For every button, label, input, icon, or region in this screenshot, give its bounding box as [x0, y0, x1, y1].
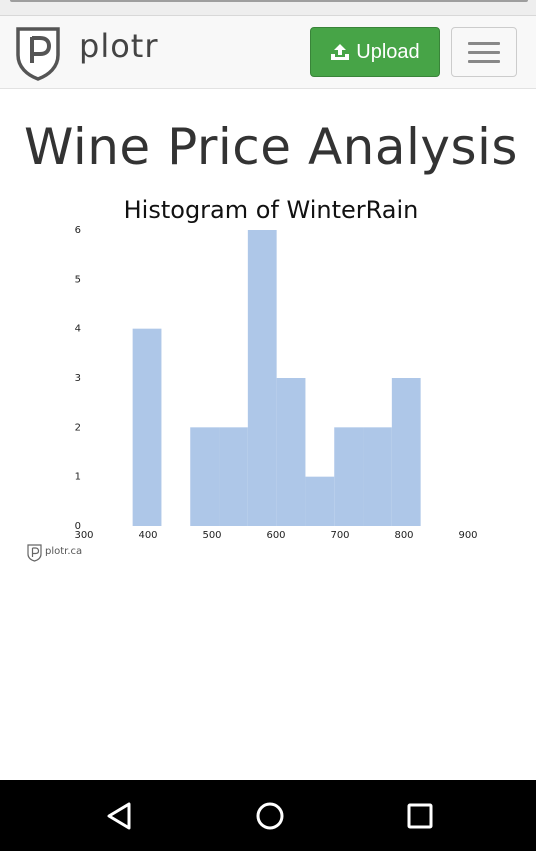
- histogram-bar-9: [391, 378, 421, 526]
- x-tick-label: 300: [74, 530, 93, 541]
- brand-link[interactable]: plotr: [15, 25, 158, 81]
- recents-square-icon[interactable]: [404, 800, 436, 832]
- menu-toggle-button[interactable]: [451, 27, 517, 77]
- upload-icon: [330, 43, 350, 61]
- upload-button-label: Upload: [356, 40, 420, 63]
- upload-button[interactable]: Upload: [310, 27, 440, 77]
- y-axis-ticks: 0 1 2 3 4 5 6: [75, 225, 81, 532]
- brand-name: plotr: [79, 27, 159, 65]
- hamburger-menu-icon: [468, 42, 500, 45]
- histogram-bar-3: [219, 427, 248, 526]
- plotr-watermark: plotr.ca: [27, 544, 82, 562]
- histogram-bar-5: [276, 378, 306, 526]
- hamburger-menu-icon: [468, 60, 500, 63]
- x-tick-label: 500: [202, 530, 221, 541]
- x-tick-label: 900: [458, 530, 477, 541]
- home-circle-icon[interactable]: [254, 800, 286, 832]
- y-tick-label: 6: [75, 225, 81, 236]
- browser-top-strip: [0, 0, 536, 15]
- android-navigation-bar: [0, 780, 536, 851]
- histogram-bar-2: [190, 427, 220, 526]
- y-tick-label: 5: [75, 274, 81, 285]
- plotr-logo-icon: [15, 25, 61, 81]
- watermark-text: plotr.ca: [45, 546, 82, 557]
- y-tick-label: 4: [75, 324, 81, 335]
- y-tick-label: 3: [75, 373, 81, 384]
- back-triangle-icon[interactable]: [104, 800, 136, 832]
- navbar: plotr Upload: [0, 15, 536, 89]
- y-tick-label: 2: [75, 422, 81, 433]
- chart-title: Histogram of WinterRain: [124, 196, 419, 224]
- x-tick-label: 700: [330, 530, 349, 541]
- scroll-indicator: [10, 0, 528, 2]
- x-tick-label: 600: [266, 530, 285, 541]
- histogram-bars: [132, 230, 421, 526]
- histogram-bar-0: [132, 328, 162, 526]
- y-tick-label: 0: [75, 521, 81, 532]
- histogram-bar-4: [247, 230, 277, 526]
- hamburger-menu-icon: [468, 51, 500, 54]
- histogram-chart: Histogram of WinterRain 300 400 500 600 700 8…: [27, 196, 478, 562]
- histogram-bar-8: [363, 427, 392, 526]
- histogram-bar-6: [305, 476, 335, 526]
- page-title: Wine Price Analysis: [24, 118, 518, 176]
- x-axis-ticks: 300 400 500 600 700 800 900: [74, 530, 477, 541]
- y-tick-label: 1: [75, 472, 81, 483]
- x-tick-label: 400: [138, 530, 157, 541]
- histogram-bar-7: [334, 427, 364, 526]
- x-tick-label: 800: [394, 530, 413, 541]
